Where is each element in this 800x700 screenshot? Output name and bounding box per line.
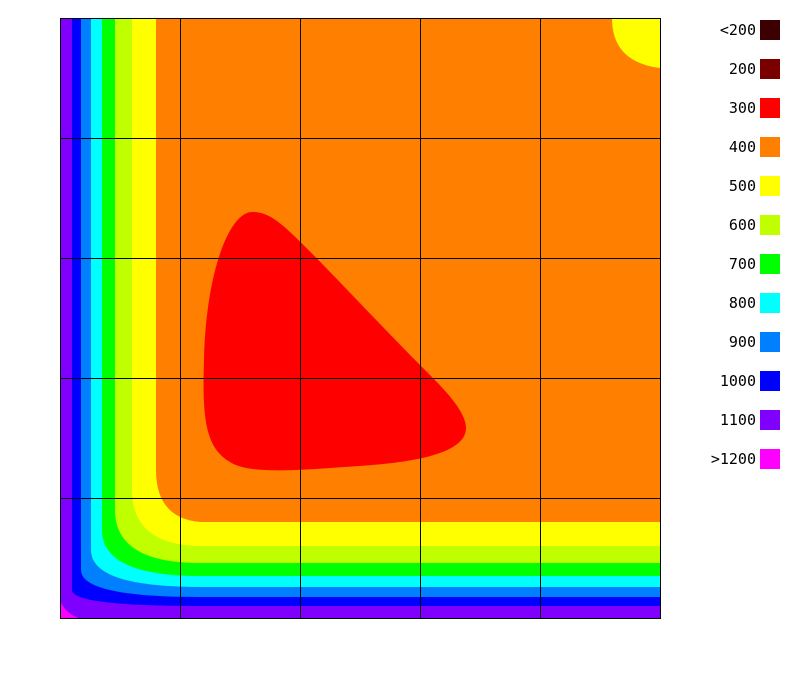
legend-label: 800: [729, 294, 756, 312]
contour-plot-area: [60, 18, 661, 619]
legend-swatch: [760, 254, 780, 274]
legend: <200 200 300 400 500 600 700 800 900 1000 1100 >120…: [711, 20, 780, 469]
legend-swatch: [760, 449, 780, 469]
legend-swatch: [760, 410, 780, 430]
plot-frame: [60, 18, 661, 619]
legend-entry: 500: [729, 176, 780, 196]
legend-entry: <200: [720, 20, 780, 40]
legend-swatch: [760, 176, 780, 196]
legend-label: 200: [729, 60, 756, 78]
legend-label: 1000: [720, 372, 756, 390]
band-bottom-700: [60, 18, 660, 618]
legend-entry: 1100: [720, 410, 780, 430]
legend-entry: 900: [729, 332, 780, 352]
band-corner-500: [612, 18, 660, 68]
legend-entry: 300: [729, 98, 780, 118]
legend-swatch: [760, 215, 780, 235]
legend-entry: 800: [729, 293, 780, 313]
legend-entry: >1200: [711, 449, 780, 469]
legend-label: 500: [729, 177, 756, 195]
legend-swatch: [760, 20, 780, 40]
legend-label: 400: [729, 138, 756, 156]
legend-entry: 600: [729, 215, 780, 235]
legend-swatch: [760, 332, 780, 352]
legend-swatch: [760, 59, 780, 79]
grid-lines: [60, 18, 660, 618]
legend-label: 900: [729, 333, 756, 351]
legend-entry: 1000: [720, 371, 780, 391]
legend-label: 1100: [720, 411, 756, 429]
legend-label: 700: [729, 255, 756, 273]
legend-label: >1200: [711, 450, 756, 468]
legend-swatch: [760, 98, 780, 118]
band-300: [203, 212, 466, 471]
legend-label: 300: [729, 99, 756, 117]
legend-entry: 200: [729, 59, 780, 79]
legend-swatch: [760, 137, 780, 157]
band-corner-1200: [60, 600, 78, 618]
legend-label: 600: [729, 216, 756, 234]
bottom-bands: [60, 18, 660, 618]
legend-swatch: [760, 293, 780, 313]
legend-entry: 400: [729, 137, 780, 157]
legend-swatch: [760, 371, 780, 391]
legend-entry: 700: [729, 254, 780, 274]
legend-label: <200: [720, 21, 756, 39]
